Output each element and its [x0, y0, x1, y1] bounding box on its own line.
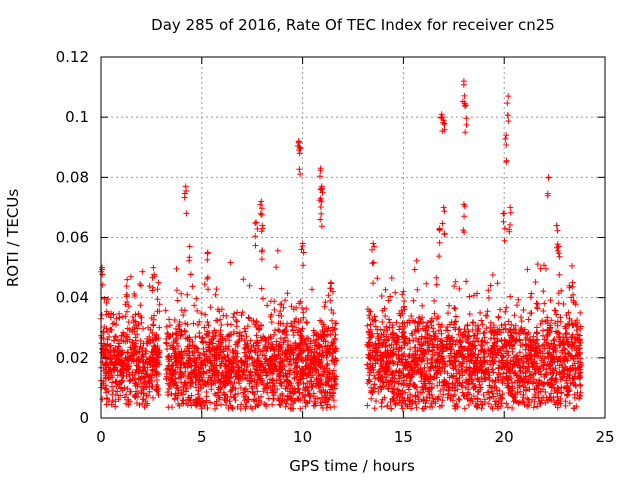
axis-ticks — [100, 56, 606, 419]
x-tick-labels: 0 5 10 15 20 25 — [96, 428, 614, 446]
x-tick-label: 5 — [197, 428, 207, 446]
x-tick-label: 10 — [293, 428, 312, 446]
x-tick-label: 0 — [96, 428, 106, 446]
y-tick-label: 0 — [79, 409, 89, 427]
y-tick-label: 0.1 — [65, 108, 89, 126]
y-tick-label: 0.04 — [56, 289, 89, 307]
x-axis-label: GPS time / hours — [289, 457, 415, 475]
roti-plus-markers — [98, 78, 584, 412]
data-points — [98, 78, 584, 412]
x-tick-label: 15 — [394, 428, 413, 446]
x-tick-label: 25 — [595, 428, 614, 446]
grid — [101, 57, 605, 418]
y-tick-label: 0.12 — [56, 48, 89, 66]
chart-title: Day 285 of 2016, Rate Of TEC Index for r… — [151, 16, 555, 34]
x-tick-label: 20 — [495, 428, 514, 446]
y-tick-label: 0.06 — [56, 229, 89, 247]
y-axis-label: ROTI / TECUs — [4, 189, 22, 287]
y-tick-label: 0.02 — [56, 349, 89, 367]
y-tick-label: 0.08 — [56, 168, 89, 186]
y-tick-labels: 0 0.02 0.04 0.06 0.08 0.1 0.12 — [56, 48, 89, 427]
